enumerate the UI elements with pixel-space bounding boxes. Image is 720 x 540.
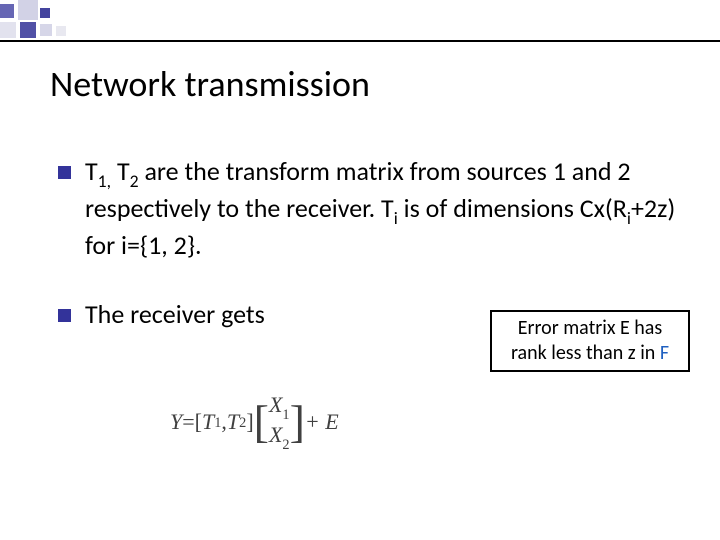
eq-X2-sub: 2 (282, 437, 289, 453)
eq-plus-E-text: + E (305, 409, 339, 434)
t2-subscript: 2 (130, 170, 139, 192)
eq-left-bracket: [ (195, 409, 202, 435)
eq-X2-row: X2 (269, 422, 290, 452)
ri-subscript: i (627, 207, 631, 229)
t1-subscript: 1, (98, 170, 111, 192)
eq-Y: Y (170, 409, 182, 435)
bullet-marker-icon (58, 309, 71, 322)
deco-square (0, 4, 14, 18)
eq-T1: T (202, 409, 214, 435)
deco-square (20, 22, 36, 38)
eq-T2-sub: 2 (239, 415, 246, 432)
eq-X1: X (269, 392, 282, 417)
eq-big-right-bracket: ] (290, 399, 305, 445)
note-line-2: rank less than z in F (500, 341, 680, 366)
ti-subscript: i (394, 207, 398, 229)
error-matrix-note: Error matrix E has rank less than z in F (490, 310, 690, 372)
header-divider (0, 40, 720, 42)
eq-vector-stack: X1 X2 (269, 392, 290, 453)
header-decoration (0, 0, 720, 42)
t2-label: T (117, 155, 130, 187)
bullet-1-text: T1, T2 are the transform matrix from sou… (85, 155, 678, 262)
bullet-2-text: The receiver gets (85, 298, 265, 331)
note-F: F (660, 341, 669, 365)
eq-right-bracket: ] (246, 409, 253, 435)
eq-equals: = (182, 409, 194, 435)
deco-square (40, 8, 50, 18)
deco-square (56, 26, 66, 36)
bullet-1-mid2: is of dimensions Cx(R (398, 192, 627, 224)
eq-big-left-bracket: [ (254, 399, 269, 445)
eq-T1-sub: 1 (214, 415, 221, 432)
bullet-marker-icon (58, 166, 71, 179)
deco-square (18, 0, 38, 20)
eq-T2: T (227, 409, 239, 435)
equation-display: Y = [ T1 , T2 ] [ X1 X2 ] + E (170, 392, 339, 453)
bullet-item-1: T1, T2 are the transform matrix from sou… (58, 155, 678, 262)
eq-plus-E: + E (305, 409, 339, 435)
t1-label: T (85, 155, 98, 187)
note-line-1: Error matrix E has (500, 316, 680, 341)
deco-square (0, 22, 16, 38)
slide-title: Network transmission (50, 62, 370, 106)
eq-X1-row: X1 (269, 392, 290, 422)
eq-X2: X (269, 422, 282, 447)
deco-square (40, 24, 52, 36)
note-line-2a: rank less than z in (511, 341, 660, 365)
eq-X1-sub: 1 (282, 407, 289, 423)
